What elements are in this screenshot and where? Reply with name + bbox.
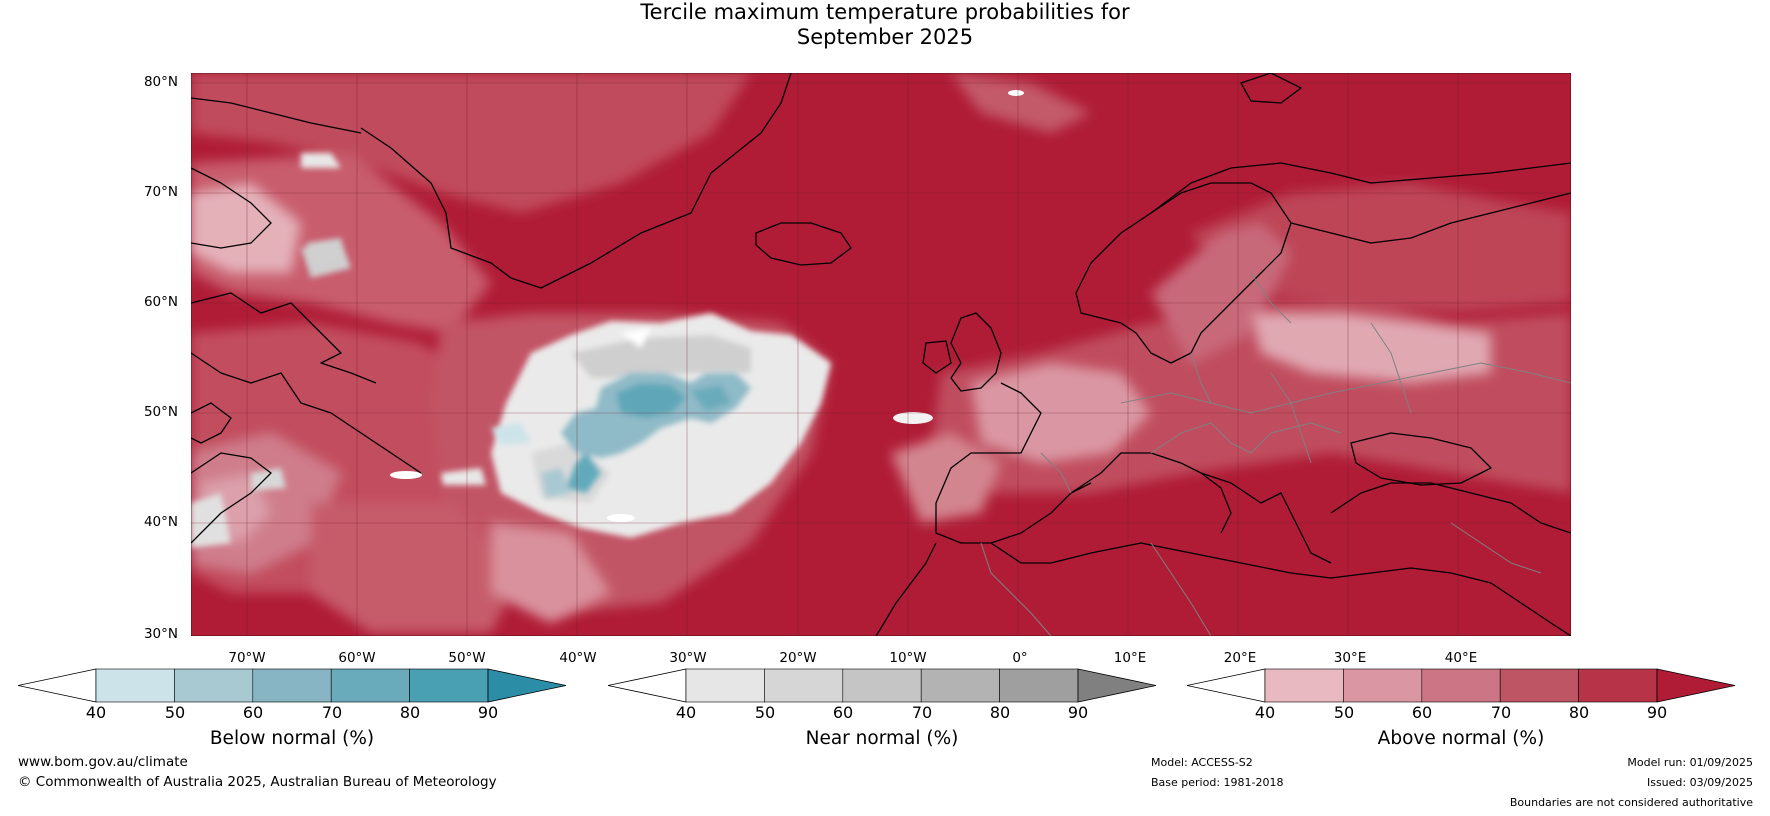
near-colorbar-box-4 <box>920 668 1000 703</box>
lon-label-10e: 10°E <box>1113 650 1147 666</box>
near-colorbar-box-5 <box>999 668 1079 703</box>
lon-label-40w: 40°W <box>559 650 597 666</box>
below-tick-50: 50 <box>164 703 186 722</box>
above-normal-light-zones <box>191 183 1491 623</box>
lon-label-0: 0° <box>1012 650 1028 666</box>
above-colorbar-box-2 <box>1343 668 1423 703</box>
above-colorbar-box-4 <box>1499 668 1579 703</box>
lon-label-60w: 60°W <box>338 650 376 666</box>
below-colorbar-box-2 <box>174 668 254 703</box>
near-tick-90: 90 <box>1067 703 1089 722</box>
near-colorbar-box-2 <box>764 668 844 703</box>
lon-label-70w: 70°W <box>228 650 266 666</box>
footer-model: Model: ACCESS-S2 <box>1151 756 1253 769</box>
footer-model-run: Model run: 01/09/2025 <box>1627 756 1753 769</box>
probability-map <box>191 73 1571 636</box>
colorbar-above-title: Above normal (%) <box>1377 728 1545 749</box>
lon-label-30w: 30°W <box>669 650 707 666</box>
lon-label-50w: 50°W <box>448 650 486 666</box>
below-tick-90: 90 <box>477 703 499 722</box>
near-colorbar-left-extension <box>608 668 687 703</box>
below-tick-60: 60 <box>242 703 264 722</box>
near-tick-50: 50 <box>754 703 776 722</box>
below-colorbar-box-5 <box>409 668 489 703</box>
above-tick-40: 40 <box>1254 703 1276 722</box>
lat-label-40n: 40°N <box>143 514 178 530</box>
near-tick-60: 60 <box>832 703 854 722</box>
map-title-line2: September 2025 <box>796 25 974 49</box>
above-colorbar-box-1 <box>1264 668 1344 703</box>
below-colorbar-box-3 <box>252 668 332 703</box>
footer-copyright: © Commonwealth of Australia 2025, Austra… <box>18 774 497 790</box>
above-tick-70: 70 <box>1490 703 1512 722</box>
colorbar-near-title: Near normal (%) <box>805 728 959 749</box>
near-colorbar-box-1 <box>685 668 765 703</box>
map-title-line1: Tercile maximum temperature probabilitie… <box>640 0 1130 24</box>
colorbar-above-normal <box>1187 668 1736 703</box>
colorbar-near-normal <box>608 668 1157 703</box>
lat-label-80n: 80°N <box>143 74 178 90</box>
lon-label-10w: 10°W <box>889 650 927 666</box>
above-tick-90: 90 <box>1646 703 1668 722</box>
footer-website[interactable]: www.bom.gov.au/climate <box>18 754 188 770</box>
footer-issued: Issued: 03/09/2025 <box>1646 776 1753 789</box>
coastlines <box>191 73 1571 636</box>
colorbar-below-title: Below normal (%) <box>209 728 375 749</box>
below-tick-80: 80 <box>399 703 421 722</box>
above-colorbar-box-5 <box>1578 668 1658 703</box>
above-tick-50: 50 <box>1333 703 1355 722</box>
lon-label-40e: 40°E <box>1444 650 1478 666</box>
near-colorbar-box-3 <box>842 668 922 703</box>
below-normal-region <box>491 373 751 498</box>
near-tick-40: 40 <box>675 703 697 722</box>
footer-base-period: Base period: 1981-2018 <box>1151 776 1284 789</box>
above-colorbar-right-extension <box>1656 668 1736 703</box>
below-colorbar-right-extension <box>487 668 567 703</box>
lat-label-60n: 60°N <box>143 294 178 310</box>
near-colorbar-right-extension <box>1077 668 1157 703</box>
lon-label-20e: 20°E <box>1223 650 1257 666</box>
near-tick-70: 70 <box>911 703 933 722</box>
below-colorbar-left-extension <box>18 668 97 703</box>
above-tick-80: 80 <box>1568 703 1590 722</box>
lat-label-70n: 70°N <box>143 184 178 200</box>
lat-label-50n: 50°N <box>143 404 178 420</box>
low-probability-patches <box>390 90 1024 522</box>
below-colorbar-box-1 <box>95 668 175 703</box>
above-colorbar-left-extension <box>1187 668 1266 703</box>
below-tick-40: 40 <box>85 703 107 722</box>
country-borders <box>980 272 1571 636</box>
above-tick-60: 60 <box>1411 703 1433 722</box>
lon-label-30e: 30°E <box>1333 650 1367 666</box>
map-title: Tercile maximum temperature probabilitie… <box>0 0 1770 50</box>
below-colorbar-box-4 <box>330 668 410 703</box>
graticule <box>191 73 1571 636</box>
near-tick-80: 80 <box>989 703 1011 722</box>
footer-disclaimer: Boundaries are not considered authoritat… <box>1509 796 1753 809</box>
colorbar-below-normal <box>18 668 567 703</box>
lat-label-30n: 30°N <box>143 626 178 642</box>
above-colorbar-box-3 <box>1421 668 1501 703</box>
lon-label-20w: 20°W <box>779 650 817 666</box>
below-tick-70: 70 <box>321 703 343 722</box>
